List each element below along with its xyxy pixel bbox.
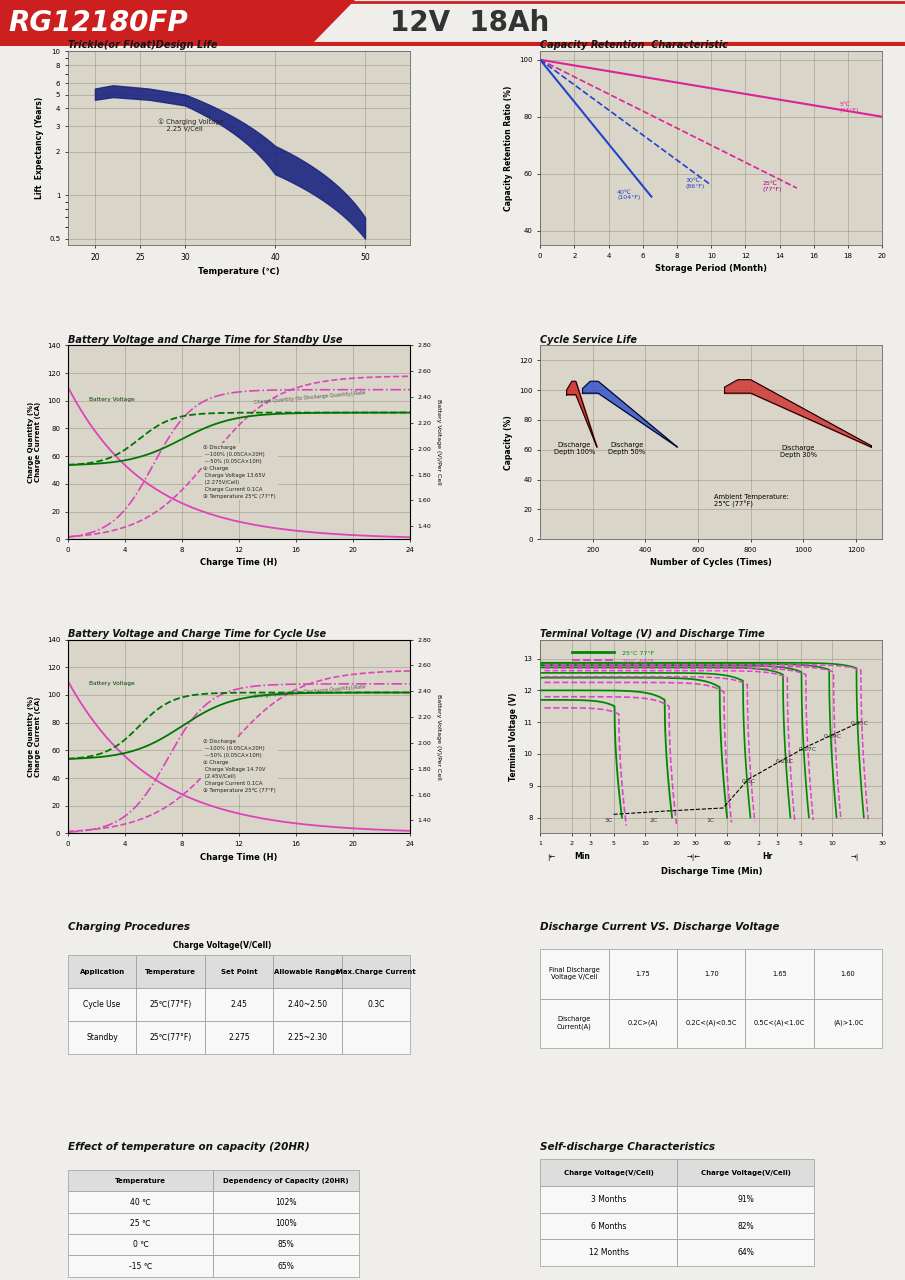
Text: Effect of temperature on capacity (20HR): Effect of temperature on capacity (20HR) — [68, 1142, 310, 1152]
Text: ① Discharge
 —100% (0.05CA×20H)
 ---50% (0.05CA×10H)
② Charge
 Charge Voltage 14: ① Discharge —100% (0.05CA×20H) ---50% (0… — [204, 739, 276, 792]
Text: 0.6C: 0.6C — [741, 778, 756, 783]
Text: Discharge
Depth 50%: Discharge Depth 50% — [608, 443, 645, 456]
Y-axis label: Charge Quantity (%)
Charge Current (CA): Charge Quantity (%) Charge Current (CA) — [28, 696, 42, 777]
Text: Discharge Current VS. Discharge Voltage: Discharge Current VS. Discharge Voltage — [540, 922, 779, 932]
Text: Capacity Retention  Characteristic: Capacity Retention Characteristic — [540, 41, 729, 50]
X-axis label: Number of Cycles (Times): Number of Cycles (Times) — [651, 558, 772, 567]
Text: Battery Voltage and Charge Time for Cycle Use: Battery Voltage and Charge Time for Cycl… — [68, 628, 326, 639]
Text: Terminal Voltage (V) and Discharge Time: Terminal Voltage (V) and Discharge Time — [540, 628, 765, 639]
Text: Ambient Temperature:
25℃ (77°F): Ambient Temperature: 25℃ (77°F) — [714, 494, 789, 508]
X-axis label: Charge Time (H): Charge Time (H) — [200, 558, 278, 567]
50% — [278, 404, 289, 420]
Text: →|: →| — [850, 854, 859, 860]
Text: 40℃
(104°F): 40℃ (104°F) — [617, 189, 641, 201]
100% — [405, 404, 415, 420]
Text: Self-discharge Characteristics: Self-discharge Characteristics — [540, 1142, 715, 1152]
Text: 25°C 77°F: 25°C 77°F — [622, 652, 654, 657]
100% — [310, 406, 320, 421]
Text: |←: |← — [547, 854, 556, 860]
Text: 5℃
(41°F): 5℃ (41°F) — [840, 101, 859, 113]
50% — [405, 404, 415, 420]
Text: Discharge
Depth 100%: Discharge Depth 100% — [554, 443, 595, 456]
Text: Trickle(or Float)Design Life: Trickle(or Float)Design Life — [68, 41, 217, 50]
Text: 25℃
(77°F): 25℃ (77°F) — [763, 182, 782, 192]
50% — [311, 404, 322, 420]
Text: 20°C 68°F: 20°C 68°F — [622, 659, 653, 664]
Text: Cycle Service Life: Cycle Service Life — [540, 334, 637, 344]
Text: Min: Min — [575, 851, 590, 860]
Text: Battery Voltage: Battery Voltage — [90, 397, 135, 402]
50% — [62, 457, 73, 472]
Text: 0.09C: 0.09C — [824, 733, 842, 739]
100% — [174, 433, 185, 448]
Text: Discharge
Depth 30%: Discharge Depth 30% — [779, 445, 816, 458]
50% — [310, 404, 320, 420]
Text: Hr: Hr — [763, 851, 773, 860]
Y-axis label: Capacity (%): Capacity (%) — [504, 415, 513, 470]
Y-axis label: Terminal Voltage (V): Terminal Voltage (V) — [509, 692, 518, 781]
Y-axis label: Charge Quantity (%)
Charge Current (CA): Charge Quantity (%) Charge Current (CA) — [28, 402, 42, 483]
100% — [62, 457, 73, 472]
Text: Charge Quantity (to Discharge Quantity) Rate: Charge Quantity (to Discharge Quantity) … — [253, 684, 366, 699]
50% — [174, 410, 185, 425]
Text: Charge Voltage(V/Cell): Charge Voltage(V/Cell) — [173, 941, 272, 950]
Y-axis label: Capacity Retention Ratio (%): Capacity Retention Ratio (%) — [504, 86, 513, 211]
Text: →|←: →|← — [687, 854, 701, 860]
Text: ① Discharge
 —100% (0.05CA×20H)
 ---50% (0.05CA×10H)
② Charge
 Charge Voltage 13: ① Discharge —100% (0.05CA×20H) ---50% (0… — [204, 444, 276, 499]
Text: 12V  18Ah: 12V 18Ah — [390, 9, 549, 37]
X-axis label: Charge Time (H): Charge Time (H) — [200, 852, 278, 861]
Text: 0.05C: 0.05C — [851, 722, 869, 726]
Text: Battery Voltage and Charge Time for Standby Use: Battery Voltage and Charge Time for Stan… — [68, 334, 342, 344]
Text: 0.25C: 0.25C — [776, 759, 794, 764]
Text: Charging Procedures: Charging Procedures — [68, 922, 190, 932]
Text: ① Charging Voltage
    2.25 V/Cell: ① Charging Voltage 2.25 V/Cell — [158, 118, 224, 132]
X-axis label: Storage Period (Month): Storage Period (Month) — [655, 264, 767, 274]
Text: 3C: 3C — [605, 818, 613, 823]
100% — [311, 406, 322, 421]
50% — [198, 406, 209, 421]
100% — [278, 406, 289, 421]
Text: RG12180FP: RG12180FP — [8, 9, 187, 37]
Y-axis label: Lift  Expectancy (Years): Lift Expectancy (Years) — [34, 97, 43, 200]
Text: Discharge Time (Min): Discharge Time (Min) — [661, 867, 762, 876]
100% — [198, 421, 209, 436]
100% — [103, 454, 114, 470]
Text: 1C: 1C — [707, 818, 715, 823]
Y-axis label: Battery Voltage (V)/Per Cell: Battery Voltage (V)/Per Cell — [436, 399, 442, 485]
Polygon shape — [0, 0, 355, 46]
Line: 100%: 100% — [68, 412, 410, 465]
Text: Battery Voltage: Battery Voltage — [90, 681, 135, 686]
Text: 0.17C: 0.17C — [799, 746, 817, 751]
Text: Charge Quantity (to Discharge Quantity) Rate: Charge Quantity (to Discharge Quantity) … — [253, 390, 366, 404]
Text: 30℃
(86°F): 30℃ (86°F) — [686, 178, 705, 189]
Y-axis label: Battery Voltage (V)/Per Cell: Battery Voltage (V)/Per Cell — [436, 694, 442, 780]
Line: 50%: 50% — [68, 412, 410, 465]
50% — [103, 451, 114, 466]
Text: 2C: 2C — [650, 818, 658, 823]
X-axis label: Temperature (℃): Temperature (℃) — [198, 268, 280, 276]
